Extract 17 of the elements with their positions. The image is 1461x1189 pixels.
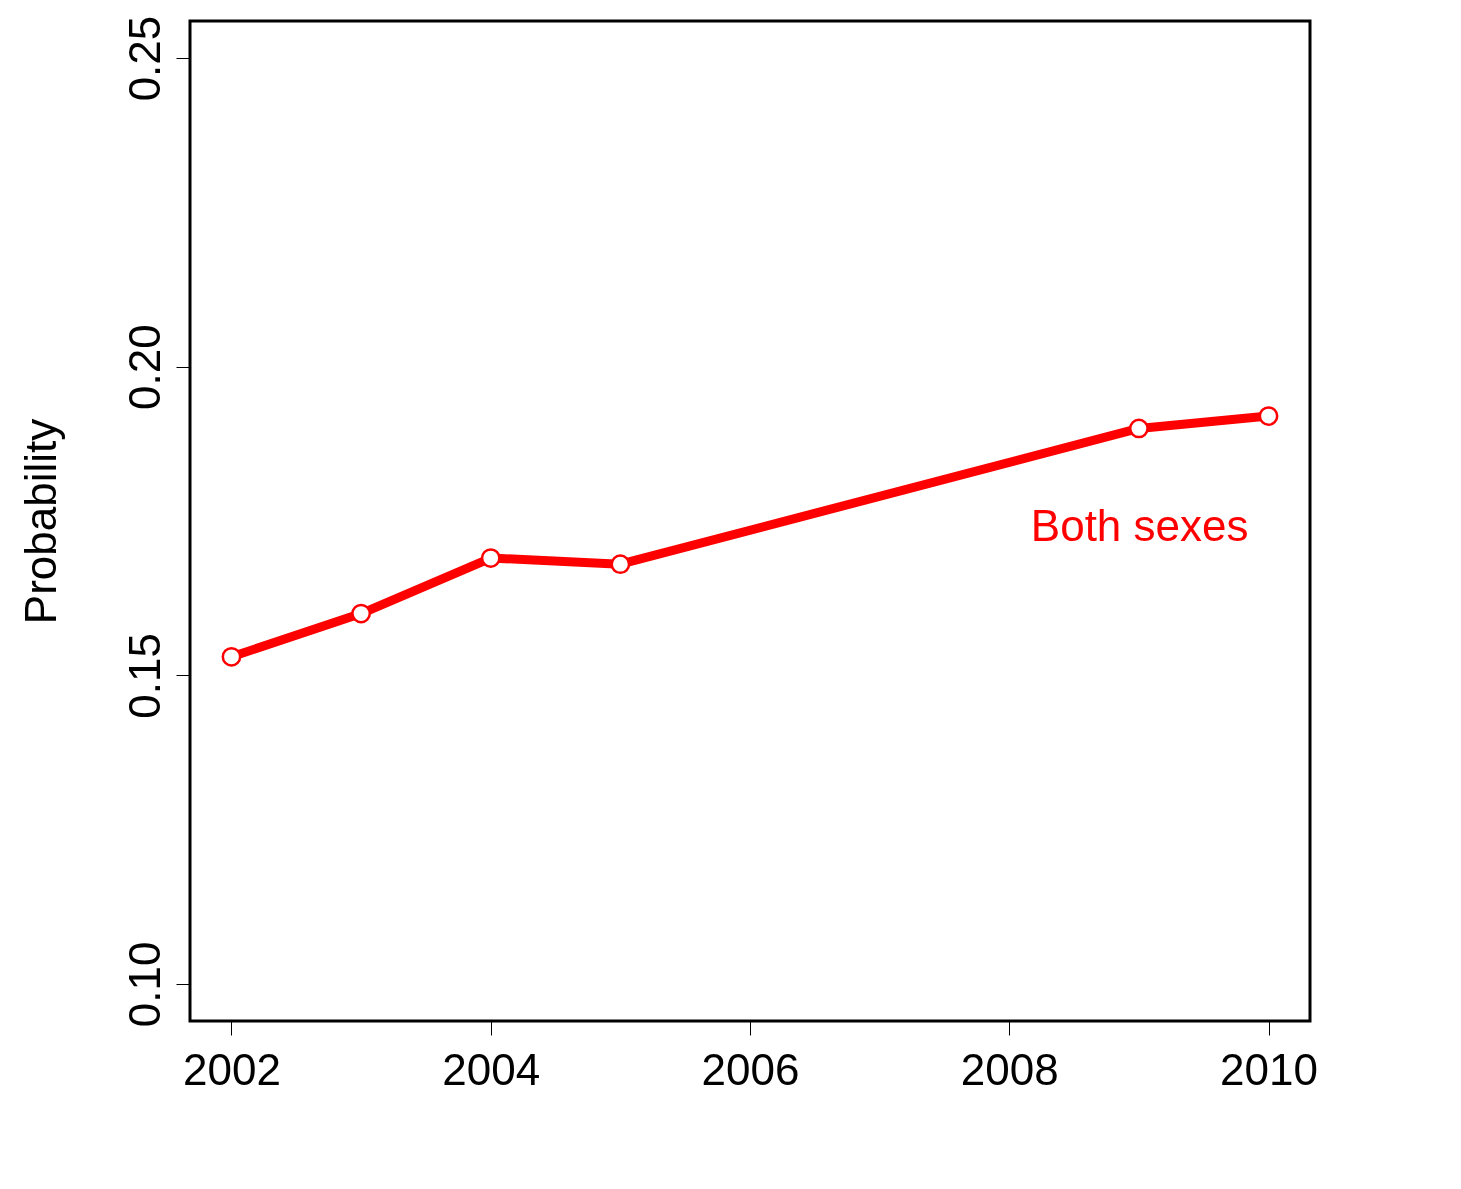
point [480, 548, 501, 568]
point [221, 646, 242, 667]
x-tick-label: 2008 [960, 1044, 1059, 1094]
y-tick-label: 0.25 [119, 15, 169, 102]
y-tick-label: 0.10 [119, 941, 169, 1028]
x-tick-label: 2002 [183, 1044, 281, 1094]
point [351, 603, 372, 624]
y-tick-label: 0.20 [119, 324, 169, 410]
x-tick-label: 2006 [701, 1044, 800, 1094]
point [1258, 406, 1279, 426]
series-label: Both sexes [1030, 501, 1249, 551]
y-tick-label: 0.15 [119, 633, 169, 719]
y-axis-title: Probability [15, 418, 65, 625]
point [610, 554, 631, 575]
x-tick-label: 2010 [1220, 1044, 1318, 1094]
x-tick-label: 2004 [442, 1044, 541, 1094]
point [1128, 418, 1149, 439]
